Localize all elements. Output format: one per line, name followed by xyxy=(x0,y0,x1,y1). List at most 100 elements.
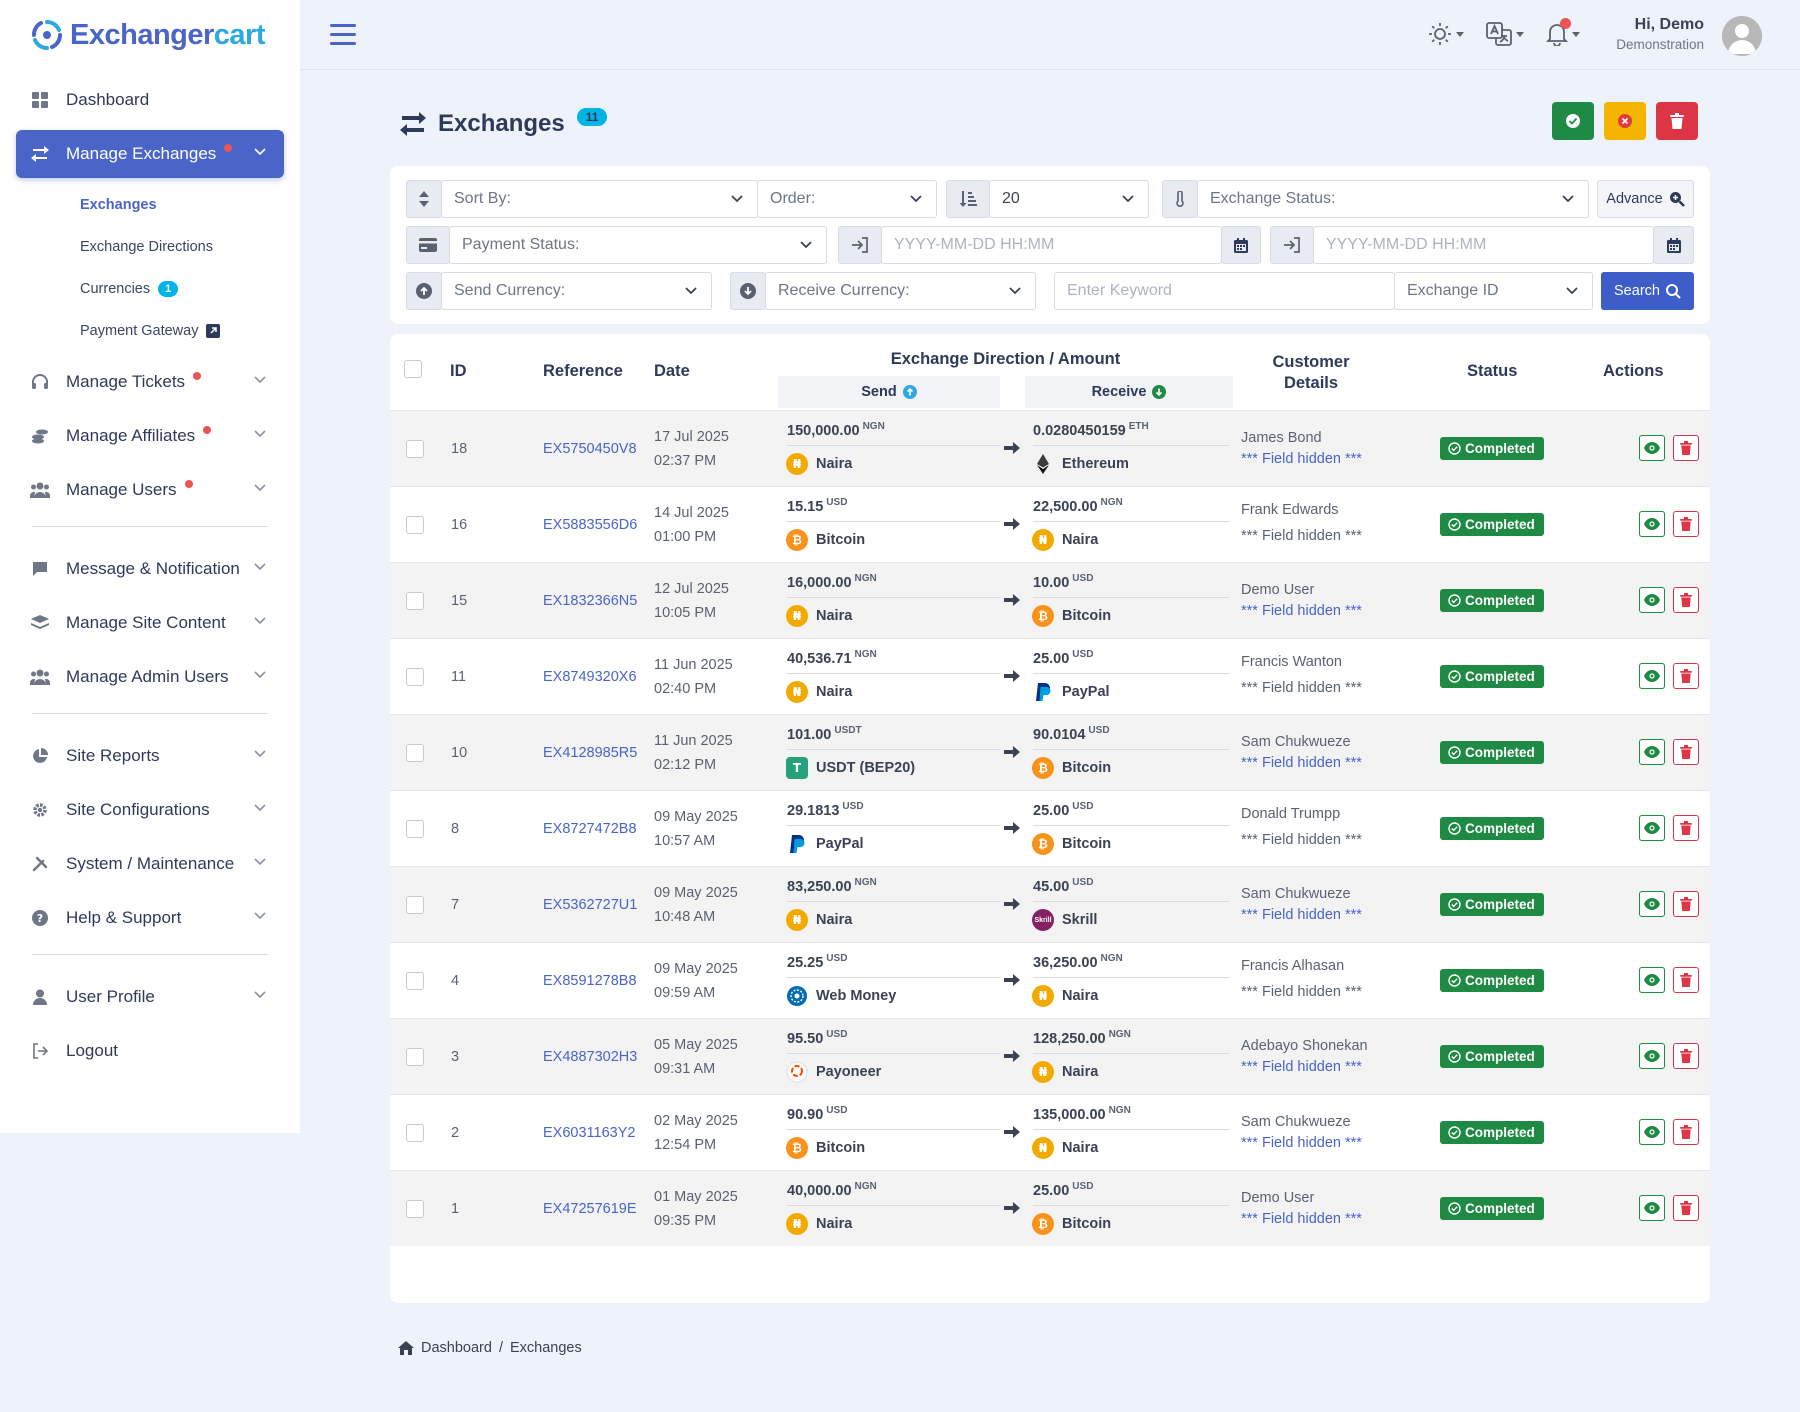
sidebar-item-message-notification[interactable]: Message & Notification xyxy=(16,545,284,593)
trash-icon xyxy=(1670,113,1684,129)
view-button[interactable] xyxy=(1639,663,1665,689)
exchange-reference-link[interactable]: EX8727472B8 xyxy=(543,821,637,837)
row-checkbox[interactable] xyxy=(406,1200,424,1218)
sidebar-item-manage-exchanges[interactable]: Manage Exchanges xyxy=(16,130,284,178)
row-checkbox[interactable] xyxy=(406,896,424,914)
exchange-reference-link[interactable]: EX5883556D6 xyxy=(543,517,638,533)
submenu-item-exchanges[interactable]: Exchanges xyxy=(80,184,284,226)
logo[interactable]: Exchangercart xyxy=(30,18,266,52)
date-to-input[interactable]: YYYY-MM-DD HH:MM xyxy=(1313,226,1654,264)
sidebar-item-system-maintenance[interactable]: System / Maintenance xyxy=(16,840,284,888)
select-all-checkbox[interactable] xyxy=(404,360,422,378)
hamburger-menu-icon[interactable] xyxy=(330,24,356,46)
delete-button[interactable] xyxy=(1673,1119,1699,1145)
sidebar-item-manage-admin-users[interactable]: Manage Admin Users xyxy=(16,653,284,701)
calendar-icon[interactable] xyxy=(1221,226,1261,264)
receive-currency-select[interactable]: Receive Currency: xyxy=(765,272,1036,310)
delete-button[interactable] xyxy=(1673,1195,1699,1221)
view-button[interactable] xyxy=(1639,587,1665,613)
delete-button[interactable] xyxy=(1673,891,1699,917)
delete-button[interactable] xyxy=(1673,815,1699,841)
sidebar-item-help-support[interactable]: ? Help & Support xyxy=(16,894,284,942)
search-button[interactable]: Search xyxy=(1601,272,1694,310)
sidebar-item-manage-site-content[interactable]: Manage Site Content xyxy=(16,599,284,647)
view-button[interactable] xyxy=(1639,967,1665,993)
row-checkbox[interactable] xyxy=(406,516,424,534)
delete-button[interactable] xyxy=(1673,1043,1699,1069)
user-menu[interactable]: Hi, Demo Demonstration xyxy=(1616,16,1704,52)
language-selector[interactable] xyxy=(1486,22,1524,46)
customer-hidden-field[interactable]: *** Field hidden *** xyxy=(1241,451,1362,467)
col-date[interactable]: Date xyxy=(654,362,690,380)
col-id[interactable]: ID xyxy=(450,362,467,380)
customer-hidden-field[interactable]: *** Field hidden *** xyxy=(1241,755,1362,771)
exchange-reference-link[interactable]: EX8749320X6 xyxy=(543,669,637,685)
advance-search-button[interactable]: Advance xyxy=(1597,180,1694,218)
breadcrumb-home[interactable]: Dashboard xyxy=(421,1340,492,1356)
row-checkbox[interactable] xyxy=(406,744,424,762)
sidebar-item-manage-tickets[interactable]: Manage Tickets xyxy=(16,358,284,406)
order-select[interactable]: Order: xyxy=(757,180,937,218)
customer-hidden-field[interactable]: *** Field hidden *** xyxy=(1241,603,1362,619)
delete-button[interactable] xyxy=(1673,587,1699,613)
col-reference[interactable]: Reference xyxy=(543,362,623,380)
date-from-input[interactable]: YYYY-MM-DD HH:MM xyxy=(881,226,1222,264)
submenu-item-currencies[interactable]: Currencies 1 xyxy=(80,268,284,310)
cancel-selected-button[interactable] xyxy=(1604,102,1646,140)
exchange-reference-link[interactable]: EX4128985R5 xyxy=(543,745,638,761)
delete-button[interactable] xyxy=(1673,967,1699,993)
exchange-status-select[interactable]: Exchange Status: xyxy=(1197,180,1589,218)
view-button[interactable] xyxy=(1639,1119,1665,1145)
view-button[interactable] xyxy=(1639,435,1665,461)
exchange-reference-link[interactable]: EX1832366N5 xyxy=(543,593,638,609)
row-checkbox[interactable] xyxy=(406,440,424,458)
delete-button[interactable] xyxy=(1673,511,1699,537)
theme-toggle[interactable] xyxy=(1428,22,1464,46)
sidebar-item-logout[interactable]: Logout xyxy=(16,1027,284,1075)
view-button[interactable] xyxy=(1639,739,1665,765)
sidebar-item-site-configurations[interactable]: Site Configurations xyxy=(16,786,284,834)
sidebar-item-site-reports[interactable]: Site Reports xyxy=(16,732,284,780)
submenu-item-payment-gateway[interactable]: Payment Gateway xyxy=(80,310,284,352)
row-checkbox[interactable] xyxy=(406,1124,424,1142)
sort-by-select[interactable]: Sort By: xyxy=(441,180,758,218)
exchange-reference-link[interactable]: EX8591278B8 xyxy=(543,973,637,989)
delete-button[interactable] xyxy=(1673,739,1699,765)
exchange-reference-link[interactable]: EX5750450V8 xyxy=(543,441,637,457)
send-currency-select[interactable]: Send Currency: xyxy=(441,272,712,310)
sidebar-item-user-profile[interactable]: User Profile xyxy=(16,973,284,1021)
delete-button[interactable] xyxy=(1673,435,1699,461)
view-button[interactable] xyxy=(1639,1195,1665,1221)
view-button[interactable] xyxy=(1639,891,1665,917)
exchange-reference-link[interactable]: EX6031163Y2 xyxy=(543,1125,636,1141)
sidebar-item-manage-users[interactable]: Manage Users xyxy=(16,466,284,514)
view-button[interactable] xyxy=(1639,511,1665,537)
exchange-reference-link[interactable]: EX47257619E xyxy=(543,1201,637,1217)
row-checkbox[interactable] xyxy=(406,592,424,610)
sidebar-item-manage-affiliates[interactable]: Manage Affiliates xyxy=(16,412,284,460)
search-field-select[interactable]: Exchange ID xyxy=(1394,272,1593,310)
keyword-input[interactable]: Enter Keyword xyxy=(1054,272,1395,310)
sidebar-item-dashboard[interactable]: Dashboard xyxy=(16,76,284,124)
customer-hidden-field[interactable]: *** Field hidden *** xyxy=(1241,1059,1362,1075)
customer-hidden-field[interactable]: *** Field hidden *** xyxy=(1241,907,1362,923)
view-button[interactable] xyxy=(1639,1043,1665,1069)
row-checkbox[interactable] xyxy=(406,1048,424,1066)
delete-button[interactable] xyxy=(1673,663,1699,689)
notifications[interactable] xyxy=(1546,18,1580,46)
row-checkbox[interactable] xyxy=(406,820,424,838)
per-page-select[interactable]: 20 xyxy=(989,180,1149,218)
avatar[interactable] xyxy=(1722,16,1762,56)
customer-hidden-field[interactable]: *** Field hidden *** xyxy=(1241,1135,1362,1151)
row-checkbox[interactable] xyxy=(406,972,424,990)
exchange-reference-link[interactable]: EX5362727U1 xyxy=(543,897,638,913)
submenu-item-exchange-directions[interactable]: Exchange Directions xyxy=(80,226,284,268)
view-button[interactable] xyxy=(1639,815,1665,841)
customer-hidden-field[interactable]: *** Field hidden *** xyxy=(1241,1211,1362,1227)
delete-selected-button[interactable] xyxy=(1656,102,1698,140)
exchange-reference-link[interactable]: EX4887302H3 xyxy=(543,1049,638,1065)
calendar-icon[interactable] xyxy=(1653,226,1694,264)
payment-status-select[interactable]: Payment Status: xyxy=(449,226,827,264)
approve-selected-button[interactable] xyxy=(1552,102,1594,140)
row-checkbox[interactable] xyxy=(406,668,424,686)
